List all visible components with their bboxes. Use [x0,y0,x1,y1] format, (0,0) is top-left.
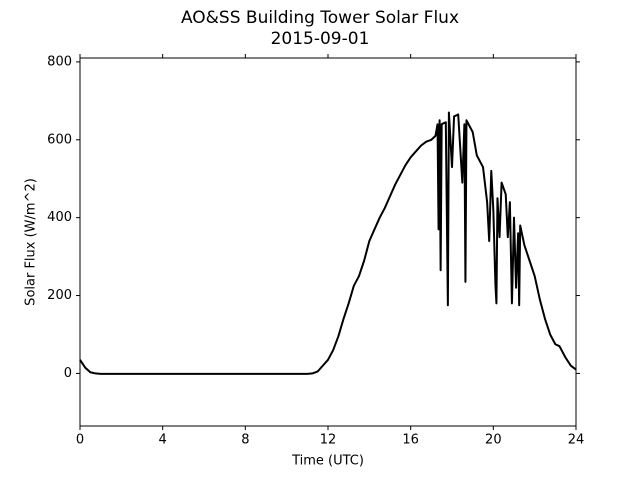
x-tick-label: 16 [402,433,419,448]
data-line [79,111,577,375]
x-tick-label: 12 [320,433,337,448]
x-axis-label: Time (UTC) [291,454,364,469]
x-tick-label: 0 [76,433,84,448]
y-tick-label: 400 [47,210,72,225]
x-tick-label: 20 [485,433,502,448]
x-tick-label: 8 [241,433,249,448]
plot-frame [79,57,577,427]
y-tick-label: 800 [47,54,72,69]
y-axis-label: Solar Flux (W/m^2) [24,178,39,306]
y-tick-label: 600 [47,132,72,147]
y-tick-label: 200 [47,288,72,303]
chart-title: AO&SS Building Tower Solar Flux [181,8,459,28]
chart-subtitle: 2015-09-01 [271,29,370,49]
x-tick-label: 24 [568,433,585,448]
y-tick-label: 0 [64,366,72,381]
x-tick-label: 4 [159,433,167,448]
